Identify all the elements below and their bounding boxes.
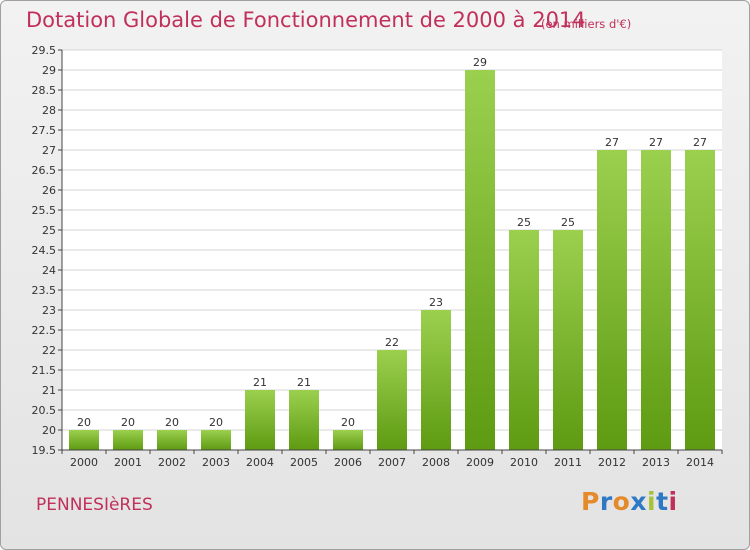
bar-value-label: 20 <box>209 416 223 429</box>
bar-value-label: 27 <box>605 136 619 149</box>
logo-letter: i <box>668 487 678 516</box>
bar <box>509 230 539 450</box>
bar-value-label: 20 <box>341 416 355 429</box>
bar <box>201 430 231 450</box>
chart-unit-note: (en milliers d'€) <box>541 17 632 31</box>
y-tick-label: 24.5 <box>32 244 57 257</box>
bar <box>157 430 187 450</box>
bar-value-label: 21 <box>253 376 267 389</box>
x-tick-label: 2002 <box>158 456 186 469</box>
y-tick-label: 28.5 <box>32 84 57 97</box>
x-tick-label: 2005 <box>290 456 318 469</box>
y-tick-label: 23 <box>42 304 56 317</box>
bar <box>333 430 363 450</box>
logo-letter: o <box>612 487 631 516</box>
y-tick-label: 20 <box>42 424 56 437</box>
bar <box>113 430 143 450</box>
y-tick-label: 23.5 <box>32 284 57 297</box>
y-tick-label: 25.5 <box>32 204 57 217</box>
x-tick-label: 2011 <box>554 456 582 469</box>
y-tick-label: 22 <box>42 344 56 357</box>
x-axis: 2000 2001 2002 2003 2004 2005 2006 2007 2008 2009… <box>61 450 723 469</box>
bar-value-label: 22 <box>385 336 399 349</box>
logo-letter: i <box>647 487 657 516</box>
bar-value-label: 20 <box>165 416 179 429</box>
x-tick-label: 2006 <box>334 456 362 469</box>
x-tick-label: 2001 <box>114 456 142 469</box>
bar-value-label: 20 <box>121 416 135 429</box>
x-tick-label: 2007 <box>378 456 406 469</box>
bars-group: 20 20 20 20 21 21 20 22 23 29 25 25 27 27 27 <box>69 56 715 450</box>
y-axis: 19.5 20 20.5 21 21.5 22 22.5 23 23.5 24 24.5 25 25.5… <box>32 44 62 457</box>
logo-letter: t <box>656 487 669 516</box>
bar-value-label: 25 <box>561 216 575 229</box>
x-tick-label: 2010 <box>510 456 538 469</box>
y-tick-label: 21.5 <box>32 364 57 377</box>
x-tick-label: 2008 <box>422 456 450 469</box>
bar-value-label: 23 <box>429 296 443 309</box>
y-tick-label: 26 <box>42 184 56 197</box>
x-tick-label: 2013 <box>642 456 670 469</box>
bar-value-label: 27 <box>693 136 707 149</box>
logo-letter: r <box>599 487 613 516</box>
x-tick-label: 2014 <box>686 456 714 469</box>
y-tick-label: 24 <box>42 264 56 277</box>
y-tick-label: 21 <box>42 384 56 397</box>
bar <box>641 150 671 450</box>
y-tick-label: 29.5 <box>32 44 57 57</box>
bar <box>377 350 407 450</box>
x-tick-label: 2012 <box>598 456 626 469</box>
y-tick-label: 25 <box>42 224 56 237</box>
proxiti-logo[interactable]: Proxiti <box>581 487 689 521</box>
bar <box>289 390 319 450</box>
x-tick-label: 2004 <box>246 456 274 469</box>
bar-value-label: 29 <box>473 56 487 69</box>
bar <box>465 70 495 450</box>
bar <box>69 430 99 450</box>
y-tick-label: 22.5 <box>32 324 57 337</box>
bar-value-label: 21 <box>297 376 311 389</box>
y-tick-label: 27.5 <box>32 124 57 137</box>
bar <box>553 230 583 450</box>
y-tick-label: 19.5 <box>32 444 57 457</box>
x-tick-label: 2000 <box>70 456 98 469</box>
y-tick-label: 20.5 <box>32 404 57 417</box>
bar-value-label: 25 <box>517 216 531 229</box>
bar-value-label: 20 <box>77 416 91 429</box>
y-tick-label: 28 <box>42 104 56 117</box>
chart-title: Dotation Globale de Fonctionnement de 20… <box>26 8 586 32</box>
y-tick-label: 29 <box>42 64 56 77</box>
y-tick-label: 27 <box>42 144 56 157</box>
logo-letter: x <box>630 487 647 516</box>
bar <box>245 390 275 450</box>
bar <box>597 150 627 450</box>
bar <box>685 150 715 450</box>
bar-value-label: 27 <box>649 136 663 149</box>
commune-name: PENNESIèRES <box>36 495 153 515</box>
bar <box>421 310 451 450</box>
x-tick-label: 2003 <box>202 456 230 469</box>
logo-letter: P <box>581 487 600 516</box>
x-tick-label: 2009 <box>466 456 494 469</box>
y-tick-label: 26.5 <box>32 164 57 177</box>
